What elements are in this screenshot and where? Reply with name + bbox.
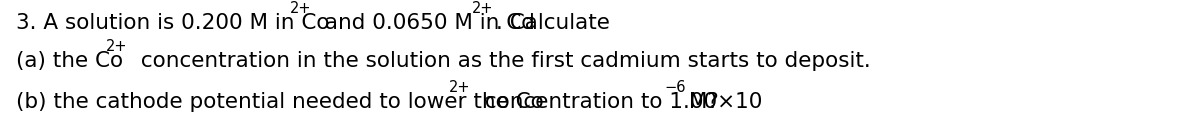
Text: M?: M? (682, 92, 719, 112)
Text: concentration in the solution as the first cadmium starts to deposit.: concentration in the solution as the fir… (134, 51, 871, 71)
Text: 2+: 2+ (449, 80, 470, 95)
Text: −6: −6 (665, 80, 686, 95)
Text: 2+: 2+ (106, 39, 127, 54)
Text: (a) the Co: (a) the Co (16, 51, 122, 71)
Text: concentration to 1.00×10: concentration to 1.00×10 (478, 92, 762, 112)
Text: 2+: 2+ (472, 1, 493, 16)
Text: 3. A solution is 0.200 M in Co: 3. A solution is 0.200 M in Co (16, 13, 329, 33)
Text: 2+: 2+ (290, 1, 311, 16)
Text: (b) the cathode potential needed to lower the Co: (b) the cathode potential needed to lowe… (16, 92, 544, 112)
Text: . Calculate: . Calculate (496, 13, 610, 33)
Text: and 0.0650 M in Cd: and 0.0650 M in Cd (318, 13, 535, 33)
